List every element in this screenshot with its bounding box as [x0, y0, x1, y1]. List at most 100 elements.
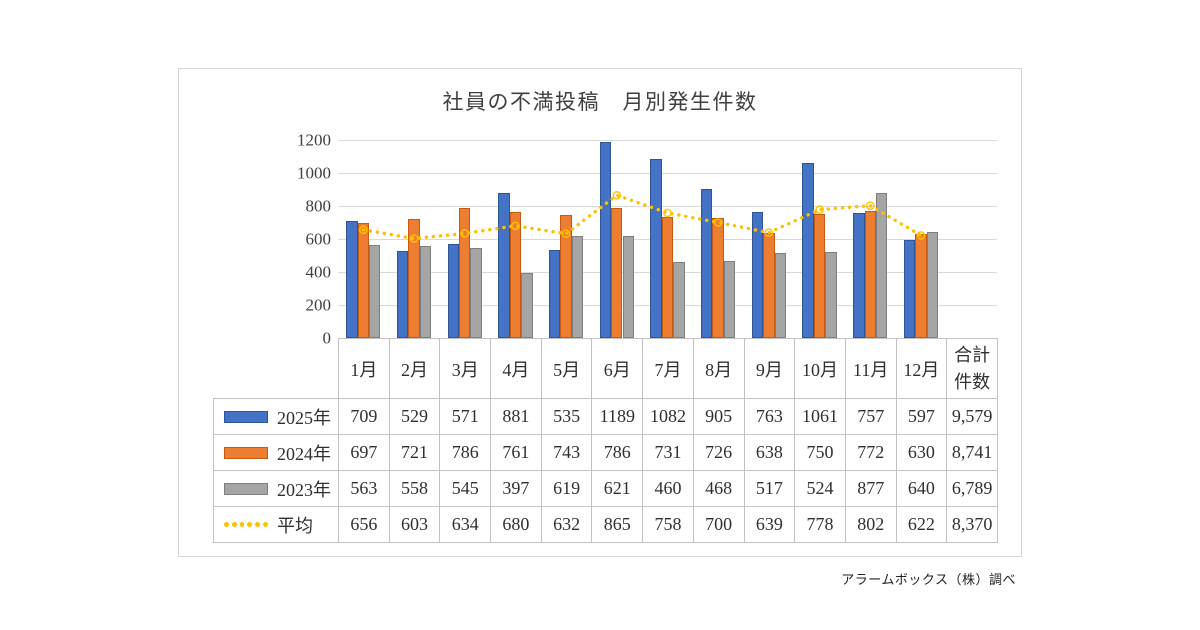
- bar-2025年-8月: [701, 188, 713, 338]
- value-cell-2024年-12月: 630: [895, 434, 948, 471]
- value-cell-2024年-7月: 731: [642, 434, 694, 471]
- value-cell-2025年-7月: 1082: [642, 398, 694, 435]
- bar-2024年-4月: [509, 212, 522, 338]
- value-cell-2025年-10月: 1061: [794, 398, 846, 435]
- legend-swatch-平均: [224, 522, 268, 527]
- data-table: 1月 2月 3月 4月 5月 6月 7月 8月 9月 10月 11月 12月 合計件数 2025年 709…: [213, 338, 998, 543]
- value-cell-2024年-5月: 743: [540, 434, 593, 471]
- average-line: [361, 193, 923, 241]
- table-row-2023年: 2023年 563 558 545 397 619 621 460 468 517 524 877 64…: [213, 470, 998, 507]
- average-marker-6月: [612, 191, 622, 200]
- bar-2023年-4月: [521, 272, 533, 338]
- table-header-row: 1月 2月 3月 4月 5月 6月 7月 8月 9月 10月 11月 12月 合計件数: [214, 338, 998, 399]
- y-axis-label: 400: [305, 262, 332, 282]
- value-cell-2023年-11月: 877: [844, 470, 897, 507]
- value-cell-2023年-12月: 640: [895, 470, 948, 507]
- value-cell-2023年-8月: 468: [692, 470, 745, 507]
- value-cell-2024年-1月: 697: [338, 434, 390, 471]
- bar-2023年-5月: [571, 235, 584, 338]
- value-cell-2023年-5月: 619: [540, 470, 593, 507]
- table-row-2024年: 2024年 697 721 786 761 743 786 731 726 638 750 772 63…: [213, 434, 998, 471]
- gridline: [338, 173, 997, 174]
- value-cell-平均-11月: 802: [844, 506, 897, 543]
- chart-title: 社員の不満投稿 月別発生件数: [442, 90, 758, 114]
- table-row-2025年: 2025年 709 529 571 881 535 1189 1082 905 763 1061 75…: [213, 398, 998, 435]
- total-cell-平均: 8,370: [946, 506, 998, 543]
- average-marker-12月: [916, 231, 926, 240]
- bar-2025年-10月: [802, 162, 814, 338]
- bar-2025年-6月: [599, 141, 612, 338]
- bar-2023年-11月: [875, 193, 888, 338]
- value-cell-平均-1月: 656: [338, 506, 390, 543]
- value-cell-2023年-7月: 460: [642, 470, 694, 507]
- value-cell-2025年-2月: 529: [388, 398, 441, 435]
- table-body: 2025年 709 529 571 881 535 1189 1082 905 763 1061 75…: [213, 398, 998, 543]
- value-cell-2024年-11月: 772: [844, 434, 897, 471]
- bar-2023年-12月: [926, 232, 939, 338]
- bar-2023年-3月: [470, 248, 482, 338]
- value-cell-2025年-6月: 1189: [591, 398, 644, 435]
- month-header-cell: 5月: [540, 338, 593, 399]
- value-cell-2025年-1月: 709: [338, 398, 390, 435]
- bar-2024年-2月: [408, 219, 420, 338]
- month-header-cell: 4月: [490, 338, 542, 399]
- bar-2025年-7月: [650, 159, 662, 338]
- average-marker-10月: [815, 205, 824, 214]
- value-cell-2024年-9月: 638: [743, 434, 796, 471]
- chart-panel: 社員の不満投稿 月別発生件数 0 200 400 600 800 1000 1200 1月 2…: [178, 68, 1022, 557]
- month-header-cell: 8月: [692, 338, 745, 399]
- value-cell-平均-7月: 758: [642, 506, 694, 543]
- bar-2024年-11月: [864, 210, 876, 338]
- total-cell-2023年: 6,789: [946, 470, 998, 507]
- gridline: [338, 140, 997, 141]
- average-marker-5月: [561, 229, 571, 238]
- month-header-cell: 1月: [338, 338, 390, 399]
- average-line-svg: [358, 191, 926, 243]
- legend-cell-2025年: 2025年: [213, 398, 339, 435]
- total-cell-2024年: 8,741: [946, 434, 998, 471]
- value-cell-2024年-2月: 721: [388, 434, 441, 471]
- average-marker-4月: [511, 221, 520, 231]
- legend-cell-2024年: 2024年: [213, 434, 339, 471]
- bar-2023年-7月: [673, 262, 685, 338]
- value-cell-2023年-9月: 517: [743, 470, 796, 507]
- bar-2024年-10月: [813, 214, 826, 338]
- value-cell-2023年-3月: 545: [439, 470, 492, 507]
- value-cell-平均-3月: 634: [439, 506, 492, 543]
- legend-dot: [231, 522, 237, 527]
- value-cell-2025年-5月: 535: [540, 398, 593, 435]
- month-header-cell: 11月: [844, 338, 897, 399]
- bar-2024年-3月: [459, 208, 471, 338]
- month-header-cell: 2月: [388, 338, 441, 399]
- value-cell-2025年-9月: 763: [743, 398, 796, 435]
- legend-dot: [224, 522, 229, 527]
- value-cell-2024年-3月: 786: [439, 434, 492, 471]
- bar-2025年-11月: [853, 213, 865, 338]
- legend-dot: [255, 522, 261, 527]
- total-header-cell: 合計件数: [946, 338, 998, 399]
- month-header-cell: 7月: [642, 338, 694, 399]
- value-cell-2023年-10月: 524: [794, 470, 846, 507]
- legend-label: 2023年: [277, 479, 331, 500]
- value-cell-2025年-4月: 881: [490, 398, 542, 435]
- value-cell-平均-12月: 622: [895, 506, 948, 543]
- value-cell-2023年-6月: 621: [591, 470, 644, 507]
- y-axis-label: 0: [322, 328, 332, 348]
- average-marker-9月: [764, 228, 774, 237]
- bar-2025年-3月: [447, 243, 460, 338]
- bar-2025年-4月: [498, 192, 510, 338]
- y-axis-label: 200: [305, 295, 332, 315]
- legend-cell-2023年: 2023年: [213, 470, 339, 507]
- y-axis-label: 1200: [297, 130, 331, 150]
- average-marker-1月: [358, 225, 368, 235]
- value-cell-2023年-4月: 397: [490, 470, 542, 507]
- value-cell-平均-10月: 778: [794, 506, 846, 543]
- value-cell-平均-9月: 639: [743, 506, 796, 543]
- value-cell-平均-4月: 680: [490, 506, 542, 543]
- legend-label: 平均: [277, 515, 313, 536]
- average-marker-11月: [866, 201, 875, 210]
- bar-2025年-1月: [346, 221, 358, 338]
- average-marker-7月: [663, 208, 672, 218]
- plot-area: [338, 140, 997, 339]
